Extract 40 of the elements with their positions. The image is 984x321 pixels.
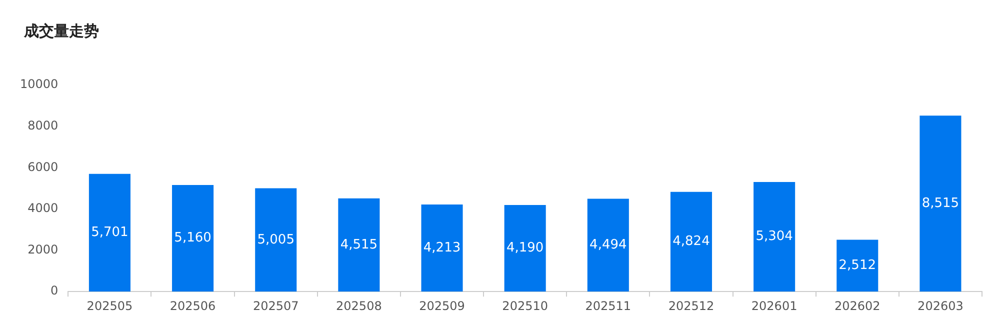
x-tick-label: 202512 (668, 298, 714, 313)
data-label: 4,494 (590, 238, 627, 253)
y-tick-label: 8000 (28, 118, 58, 132)
y-tick-label: 4000 (28, 201, 58, 216)
bar (338, 198, 380, 292)
x-tick-label: 202506 (170, 298, 216, 313)
data-label: 4,515 (340, 237, 378, 252)
x-tick-label: 202509 (419, 298, 465, 313)
x-tick-label: 202507 (252, 298, 299, 313)
x-tick-label: 202602 (834, 298, 880, 313)
chart-title: 成交量走势 (24, 22, 99, 41)
bar (587, 198, 629, 292)
bar (754, 182, 796, 292)
data-label: 8,515 (922, 196, 960, 212)
bar (920, 116, 962, 292)
y-tick-label: 6000 (28, 160, 58, 174)
bar (421, 204, 463, 292)
x-tick-label: 202511 (585, 298, 632, 313)
data-label: 4,190 (506, 240, 544, 256)
bar (670, 192, 712, 292)
bar (88, 174, 130, 292)
x-tick-label: 202603 (918, 298, 964, 313)
x-tick-label: 202505 (86, 298, 133, 313)
bar (172, 184, 214, 292)
x-tick-label: 202508 (336, 298, 382, 313)
data-label: 5,701 (91, 225, 128, 240)
bar (255, 188, 297, 292)
x-tick-label: 202601 (751, 298, 798, 313)
data-label: 5,304 (756, 229, 793, 244)
bar (504, 205, 546, 292)
data-label: 5,160 (174, 230, 212, 246)
data-label: 4,213 (423, 240, 461, 256)
bar (836, 240, 878, 292)
x-tick-label: 202510 (502, 298, 548, 313)
y-tick-label: 10000 (20, 77, 58, 92)
y-tick-label: 0 (50, 284, 58, 298)
data-label: 4,824 (672, 234, 710, 250)
data-label: 2,512 (838, 258, 876, 274)
data-label: 5,005 (257, 232, 294, 248)
y-tick-label: 2000 (28, 242, 58, 256)
